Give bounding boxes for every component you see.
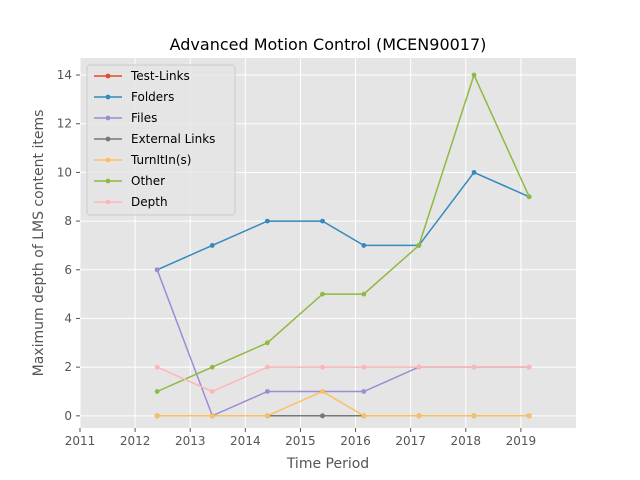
x-tick-label: 2019 — [506, 434, 537, 448]
data-point-other — [526, 194, 532, 200]
data-point-turnitin-s — [320, 389, 325, 394]
chart-title: Advanced Motion Control (MCEN90017) — [170, 35, 487, 54]
data-point-depth — [361, 364, 367, 370]
series-layer — [154, 72, 532, 419]
data-point-depth — [320, 364, 325, 370]
data-point-depth — [209, 389, 215, 394]
legend-marker-folders — [105, 94, 111, 100]
series-line-turnitin-s — [157, 390, 530, 417]
data-point-depth — [264, 364, 270, 370]
y-axis-label: Maximum depth of LMS content items — [31, 110, 47, 377]
y-tick-label: 4 — [64, 311, 72, 325]
data-point-folders — [320, 218, 325, 224]
y-tick-label: 2 — [64, 360, 72, 374]
data-point-turnitin-s — [209, 413, 215, 419]
data-point-other — [361, 291, 367, 297]
legend-marker-files — [105, 115, 111, 121]
legend-marker-depth — [105, 199, 111, 205]
legend-label-folders: Folders — [131, 90, 174, 104]
data-point-files — [361, 389, 367, 394]
x-axis: 2011 2012 2013 2014 2015 2016 2017 2018 2019 — [65, 428, 536, 448]
x-tick-label: 2015 — [285, 434, 316, 448]
data-point-other — [209, 364, 215, 370]
x-tick-label: 2012 — [120, 434, 151, 448]
legend-label-depth: Depth — [131, 195, 168, 209]
series-depth — [154, 364, 532, 394]
y-tick-label: 6 — [64, 263, 72, 277]
data-point-turnitin-s — [471, 413, 477, 419]
data-point-folders — [209, 243, 215, 248]
data-point-depth — [471, 364, 477, 370]
series-line-folders — [156, 171, 530, 271]
series-other — [154, 72, 532, 394]
legend-label-files: Files — [131, 111, 157, 125]
y-tick-label: 14 — [57, 68, 72, 82]
legend-marker-test-links — [105, 73, 111, 79]
legend: Test-Links Folders Files External Links Turn… — [86, 64, 236, 216]
x-tick-label: 2013 — [175, 434, 206, 448]
legend-marker-external-links — [105, 136, 111, 142]
legend-label-external-links: External Links — [131, 132, 215, 146]
data-point-turnitin-s — [154, 413, 160, 419]
data-point-turnitin-s — [361, 413, 367, 419]
data-point-turnitin-s — [526, 413, 532, 419]
series-turnitin-s — [154, 389, 532, 419]
data-point-other — [264, 340, 270, 346]
data-point-turnitin-s — [264, 413, 270, 419]
legend-box — [86, 64, 236, 216]
y-tick-label: 8 — [64, 214, 72, 228]
y-axis: 0 2 4 6 8 10 12 14 — [57, 68, 80, 423]
x-tick-label: 2016 — [340, 434, 371, 448]
y-tick-label: 0 — [64, 409, 72, 423]
x-tick-label: 2018 — [451, 434, 482, 448]
data-point-files — [154, 267, 160, 273]
series-line-depth — [156, 366, 530, 393]
y-tick-label: 10 — [57, 165, 72, 179]
data-point-other — [471, 72, 477, 78]
data-point-turnitin-s — [416, 413, 422, 419]
data-point-other — [416, 243, 422, 248]
data-point-folders — [361, 243, 367, 248]
legend-marker-other — [105, 178, 111, 184]
data-point-folders — [264, 218, 270, 224]
x-axis-label: Time Period — [286, 456, 369, 472]
series-line-other — [156, 72, 530, 393]
x-tick-label: 2017 — [395, 434, 426, 448]
x-tick-label: 2011 — [65, 434, 96, 448]
y-tick-label: 12 — [57, 117, 72, 131]
legend-label-test-links: Test-Links — [130, 69, 190, 83]
legend-label-other: Other — [131, 174, 165, 188]
x-tick-label: 2014 — [230, 434, 261, 448]
data-point-depth — [526, 364, 532, 370]
data-point-depth — [416, 364, 422, 370]
data-point-external-links — [320, 413, 325, 419]
legend-marker-turnitin-s — [105, 157, 111, 163]
data-point-folders — [471, 170, 477, 175]
data-point-other — [320, 291, 325, 297]
legend-label-turnitin-s: TurnItIn(s) — [130, 153, 191, 167]
data-point-other — [154, 389, 160, 394]
data-point-depth — [154, 364, 160, 370]
data-point-files — [264, 389, 270, 394]
